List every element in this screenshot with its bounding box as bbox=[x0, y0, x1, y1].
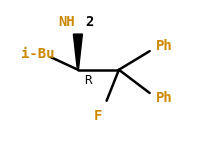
Text: NH: NH bbox=[58, 16, 74, 29]
Text: R: R bbox=[84, 74, 91, 87]
Text: i-Bu: i-Bu bbox=[20, 47, 54, 61]
Text: F: F bbox=[94, 108, 102, 122]
Polygon shape bbox=[73, 34, 82, 69]
Text: Ph: Ph bbox=[155, 91, 172, 105]
Text: Ph: Ph bbox=[155, 40, 172, 53]
Text: 2: 2 bbox=[85, 16, 93, 29]
